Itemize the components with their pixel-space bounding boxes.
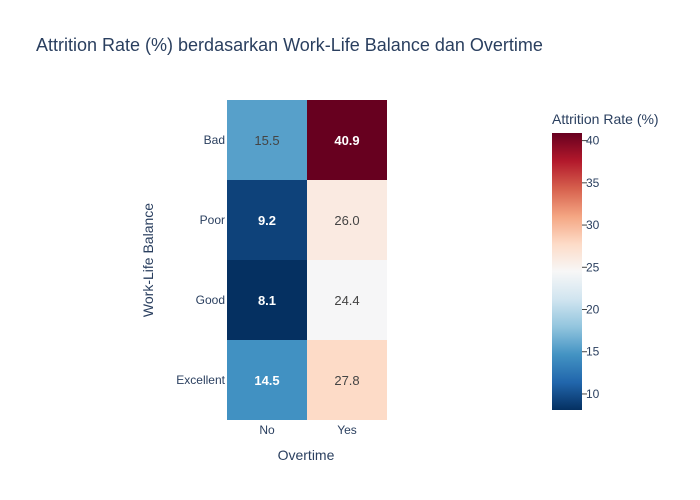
cell-label: 26.0 xyxy=(334,213,359,228)
cell-label: 27.8 xyxy=(334,373,359,388)
colorbar-tick-label: 35 xyxy=(586,176,600,190)
x-tick-label: No xyxy=(259,423,275,437)
cell-label: 9.2 xyxy=(258,213,276,228)
heatmap-cell-poor-yes xyxy=(307,180,387,260)
heatmap-cells: 15.5 40.9 9.2 26.0 8.1 24.4 14.5 27.8 xyxy=(227,100,387,420)
chart-title: Attrition Rate (%) berdasarkan Work-Life… xyxy=(36,35,543,55)
x-axis-ticks: No Yes xyxy=(259,423,356,437)
y-axis-title: Work-Life Balance xyxy=(140,203,156,317)
y-tick-label: Excellent xyxy=(176,373,225,387)
heatmap-cell-bad-no xyxy=(227,100,307,180)
y-tick-label: Poor xyxy=(200,213,225,227)
cell-label: 15.5 xyxy=(254,133,279,148)
cell-label: 24.4 xyxy=(334,293,359,308)
colorbar-tick-label: 30 xyxy=(586,218,600,232)
colorbar-title: Attrition Rate (%) xyxy=(552,111,659,127)
colorbar-tick-label: 15 xyxy=(586,345,600,359)
colorbar-ticks: 10 15 20 25 30 35 40 xyxy=(582,134,600,401)
heatmap-cell-poor-no xyxy=(227,180,307,260)
y-axis-ticks: Bad Poor Good Excellent xyxy=(176,133,225,387)
cell-label: 8.1 xyxy=(258,293,276,308)
colorbar-tick-label: 40 xyxy=(586,134,600,148)
x-tick-label: Yes xyxy=(337,423,357,437)
x-axis-title: Overtime xyxy=(278,447,335,463)
cell-label: 14.5 xyxy=(254,373,279,388)
heatmap-cell-good-yes xyxy=(307,260,387,340)
heatmap-cell-excellent-yes xyxy=(307,340,387,420)
y-tick-label: Good xyxy=(196,293,225,307)
heatmap-cell-excellent-no xyxy=(227,340,307,420)
heatmap-cell-good-no xyxy=(227,260,307,340)
colorbar-tick-label: 25 xyxy=(586,260,600,274)
cell-label: 40.9 xyxy=(334,133,359,148)
colorbar xyxy=(552,133,582,410)
colorbar-tick-label: 20 xyxy=(586,303,600,317)
colorbar-tick-label: 10 xyxy=(586,387,600,401)
y-tick-label: Bad xyxy=(204,133,225,147)
heatmap-cell-bad-yes xyxy=(307,100,387,180)
